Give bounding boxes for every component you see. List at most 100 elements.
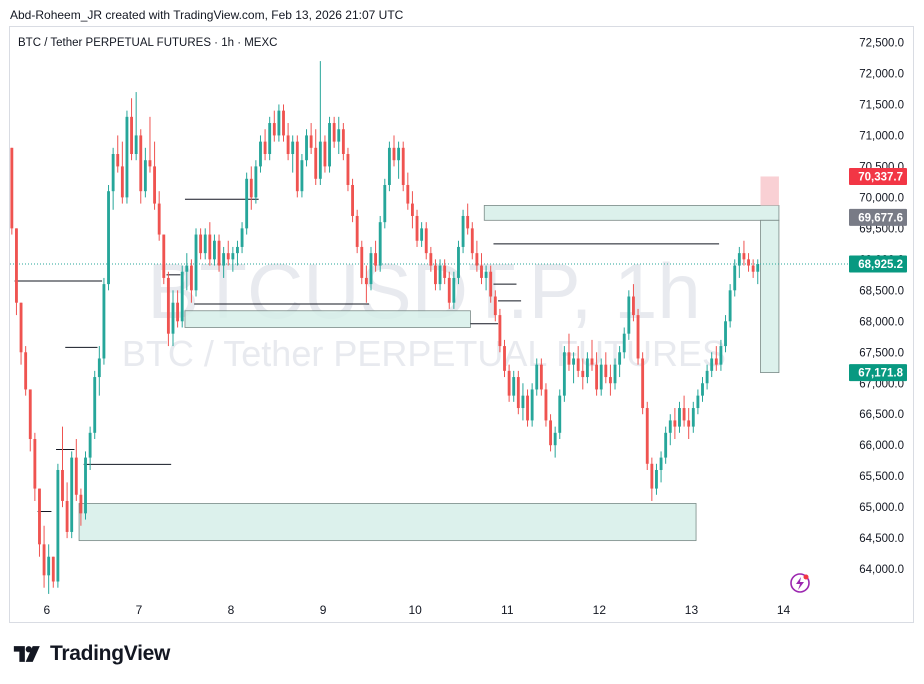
candle-body-48 [231,253,235,260]
candle-body-106 [498,315,502,347]
candle-body-75 [355,215,359,247]
candle-body-113 [530,389,534,421]
candle-body-80 [378,222,382,266]
candle-body-123 [576,358,580,371]
candle-body-59 [282,110,285,136]
candle-body-55 [263,141,267,155]
y-tick-label: 66,500.0 [859,409,904,421]
candle-body-95 [447,277,451,303]
candle-body-134 [627,296,631,334]
candle-body-63 [300,160,304,192]
candle-body-87 [410,203,414,216]
candle-body-76 [360,246,364,278]
candle-body-49 [236,246,239,254]
candle-body-150 [701,383,704,396]
candle-body-45 [217,240,221,266]
candle-body-50 [240,228,244,247]
candle-body-37 [180,271,184,322]
x-tick-label: 9 [320,603,327,617]
candle-body-23 [116,154,120,167]
candle-body-82 [387,147,391,185]
candle-body-111 [521,395,525,409]
candle-body-79 [374,253,378,266]
candle-body-131 [613,364,617,384]
candle-body-72 [341,129,345,155]
y-tick-label: 71,000.0 [859,130,904,142]
candle-body-19 [97,358,101,378]
candle-body-122 [572,358,576,365]
candle-body-102 [480,265,483,278]
x-tick-label: 12 [593,603,607,617]
candle-body-53 [254,166,258,198]
candle-body-132 [618,352,622,365]
candle-body-29 [143,160,147,192]
candle-body-39 [189,265,193,291]
candle-body-62 [295,141,299,192]
candle-body-112 [526,395,529,421]
y-tick-label: 70,000.0 [859,192,904,204]
candle-body-88 [415,215,419,241]
candle-body-40 [194,234,198,291]
candle-body-93 [438,265,442,285]
candle-body-152 [710,358,714,371]
candle-body-121 [567,352,571,365]
candle-body-51 [245,178,249,229]
candle-body-114 [535,364,539,390]
candle-body-156 [728,290,732,322]
candle-body-115 [539,364,543,390]
price-label-box-1 [849,208,907,226]
candle-body-135 [632,296,635,316]
candle-body-105 [493,296,497,316]
candle-body-136 [636,315,640,359]
candle-body-138 [645,408,649,464]
x-tick-label: 7 [136,603,143,617]
candle-body-66 [314,147,318,179]
candle-body-22 [111,154,115,192]
chart-frame[interactable] [9,26,914,623]
candle-body-83 [392,147,396,161]
candle-body-118 [553,432,557,446]
candle-body-64 [305,135,308,161]
credit-line: Abd-Roheem_JR created with TradingView.c… [10,8,404,22]
candle-body-104 [489,271,493,297]
candle-body-42 [203,234,207,254]
candle-body-153 [714,358,718,365]
candle-body-35 [171,302,175,334]
candle-body-14 [74,457,78,495]
candle-body-128 [599,364,603,390]
candle-body-147 [687,420,691,427]
price-label-text: 70,337.7 [858,171,903,183]
candle-body-162 [756,263,760,272]
candle-body-92 [434,265,437,285]
candle-body-130 [608,377,612,384]
lightning-icon[interactable] [790,573,810,593]
y-tick-label: 72,000.0 [859,68,904,80]
candle-body-3 [24,352,28,390]
price-label-box-0 [849,167,907,185]
x-tick-label: 6 [43,603,50,617]
candle-body-47 [226,253,230,260]
candle-body-6 [38,488,41,545]
y-tick-label: 68,500.0 [859,285,904,297]
candle-body-160 [747,259,750,266]
candle-body-110 [516,377,520,409]
tradingview-logo[interactable]: TradingView [12,642,170,666]
candle-body-46 [222,253,226,266]
x-tick-label: 13 [685,603,699,617]
candle-body-68 [323,141,327,167]
candle-body-141 [659,457,663,470]
candle-body-1 [15,228,18,303]
y-tick-label: 66,000.0 [859,440,904,452]
x-tick-label: 10 [409,603,423,617]
candle-body-103 [484,271,488,278]
tradingview-logo-icon [13,646,40,662]
candle-body-24 [120,166,124,198]
candle-body-144 [673,420,677,427]
candle-body-140 [655,469,658,489]
price-label-text: 69,677.6 [858,212,903,224]
candle-body-159 [742,253,746,260]
candle-body-98 [461,215,465,247]
candle-body-146 [682,408,686,421]
candle-body-56 [268,123,272,155]
